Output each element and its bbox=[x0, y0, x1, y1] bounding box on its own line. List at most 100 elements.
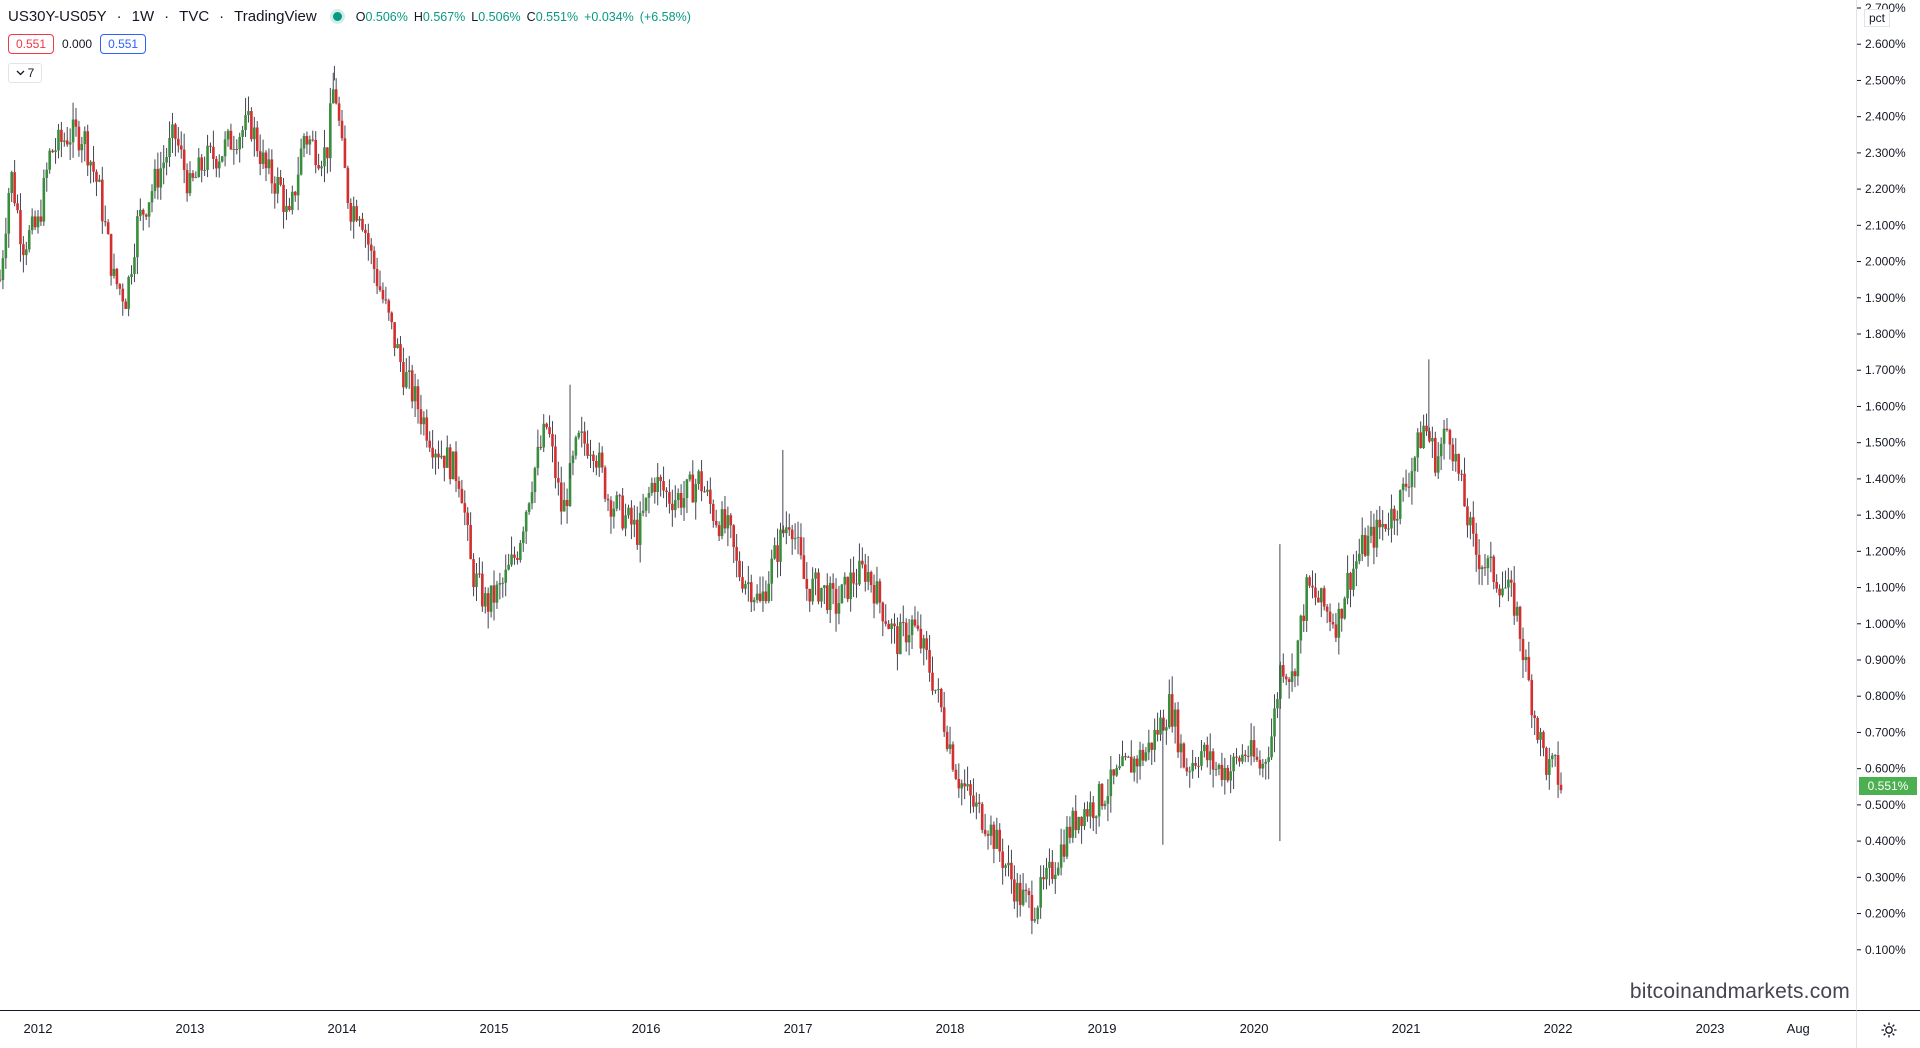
candle bbox=[443, 455, 446, 482]
interval-label[interactable]: 1W bbox=[131, 8, 155, 25]
candle-body bbox=[1267, 757, 1270, 762]
market-status-icon[interactable] bbox=[332, 12, 342, 21]
candle bbox=[817, 568, 820, 605]
candle-body bbox=[574, 437, 578, 456]
chart-settings-button[interactable] bbox=[1856, 1010, 1920, 1048]
candle-body bbox=[501, 582, 505, 584]
candle-body bbox=[600, 452, 604, 468]
candle-body bbox=[1527, 656, 1531, 681]
candle bbox=[1425, 413, 1428, 436]
candle-body bbox=[1229, 771, 1232, 781]
candle bbox=[1109, 755, 1113, 813]
candlestick-plot[interactable] bbox=[0, 0, 1856, 1010]
candle-body bbox=[215, 158, 218, 169]
price-axis[interactable]: 2.700% 2.600% 2.500% 2.400% 2.300% 2.200% 2.10… bbox=[1856, 0, 1920, 1010]
candle bbox=[861, 547, 864, 569]
candle-body bbox=[1413, 457, 1417, 472]
candle-body bbox=[372, 250, 376, 269]
candle bbox=[1276, 692, 1279, 718]
x-tick-label: 2023 bbox=[1696, 1021, 1725, 1036]
chart-area[interactable]: US30Y-US05Y · 1W · TVC · TradingView O0.… bbox=[0, 0, 1856, 1010]
candle-body bbox=[451, 451, 455, 480]
candle bbox=[194, 171, 198, 179]
candle-body bbox=[1349, 572, 1352, 590]
candle-body bbox=[659, 476, 662, 482]
candle-body bbox=[115, 268, 119, 285]
candle bbox=[1141, 743, 1145, 767]
candle-body bbox=[483, 593, 487, 607]
candle-body bbox=[4, 233, 8, 259]
candle bbox=[1545, 746, 1548, 781]
candle-body bbox=[229, 130, 233, 150]
candle-body bbox=[419, 409, 423, 425]
candle bbox=[1144, 747, 1148, 762]
candle bbox=[16, 194, 19, 214]
candle bbox=[641, 493, 645, 517]
candle-body bbox=[682, 497, 686, 508]
candle-body bbox=[1115, 768, 1118, 776]
candle bbox=[279, 170, 282, 187]
candle-body bbox=[1509, 579, 1513, 583]
candle bbox=[203, 156, 206, 176]
candle bbox=[823, 584, 826, 604]
unit-label[interactable]: pct bbox=[1864, 9, 1891, 27]
candle bbox=[890, 618, 893, 644]
candle-body bbox=[1124, 756, 1127, 758]
x-tick-label: 2012 bbox=[24, 1021, 53, 1036]
candle bbox=[311, 130, 315, 142]
candle bbox=[1205, 736, 1209, 768]
candle bbox=[147, 201, 151, 228]
buy-price-button[interactable]: 0.551 bbox=[100, 34, 147, 54]
candle-body bbox=[910, 619, 914, 635]
candle-body bbox=[656, 476, 660, 493]
candle bbox=[80, 136, 84, 163]
candle bbox=[761, 576, 765, 612]
candle bbox=[1375, 509, 1379, 558]
candle-body bbox=[749, 582, 753, 603]
candle-body bbox=[1021, 889, 1025, 905]
candle-body bbox=[986, 834, 990, 836]
candle-body bbox=[782, 529, 785, 534]
candle bbox=[144, 213, 148, 221]
candle bbox=[504, 554, 508, 597]
candle bbox=[1337, 602, 1341, 655]
candle-body bbox=[861, 560, 864, 565]
candle bbox=[337, 96, 341, 127]
candle bbox=[22, 236, 25, 273]
candle bbox=[1486, 555, 1490, 585]
candle bbox=[559, 466, 563, 525]
candle bbox=[1208, 733, 1212, 775]
candle bbox=[1340, 608, 1344, 632]
candle bbox=[1074, 795, 1078, 838]
candle bbox=[1547, 747, 1551, 790]
candle-body bbox=[884, 621, 888, 624]
candle bbox=[255, 121, 259, 157]
candle bbox=[820, 587, 823, 608]
candle bbox=[878, 578, 882, 614]
candle bbox=[112, 253, 116, 279]
candle-body bbox=[121, 288, 125, 302]
candle-body bbox=[396, 344, 399, 349]
candle-body bbox=[1501, 588, 1504, 596]
candle bbox=[498, 572, 502, 600]
candle bbox=[662, 466, 665, 499]
candle bbox=[326, 147, 329, 174]
time-axis[interactable]: 2012 2013 2014 2015 2016 2017 2018 2019 2020 2021… bbox=[0, 1010, 1856, 1048]
candle-body bbox=[1442, 428, 1446, 444]
candle-body bbox=[638, 512, 642, 545]
candle bbox=[1390, 494, 1393, 543]
candle bbox=[1059, 828, 1063, 876]
symbol-label[interactable]: US30Y-US05Y bbox=[8, 8, 107, 25]
candle-body bbox=[1290, 671, 1294, 683]
candle-body bbox=[1451, 444, 1455, 462]
candle-body bbox=[641, 510, 645, 513]
candle-body bbox=[606, 498, 610, 501]
candle-body bbox=[1384, 523, 1387, 529]
candle-body bbox=[633, 519, 636, 525]
sell-price-button[interactable]: 0.551 bbox=[8, 34, 55, 54]
candle bbox=[74, 107, 78, 137]
candle bbox=[1173, 702, 1177, 744]
candle-body bbox=[688, 474, 692, 480]
candle bbox=[542, 414, 546, 452]
indicators-toggle-button[interactable]: 7 bbox=[8, 63, 42, 83]
